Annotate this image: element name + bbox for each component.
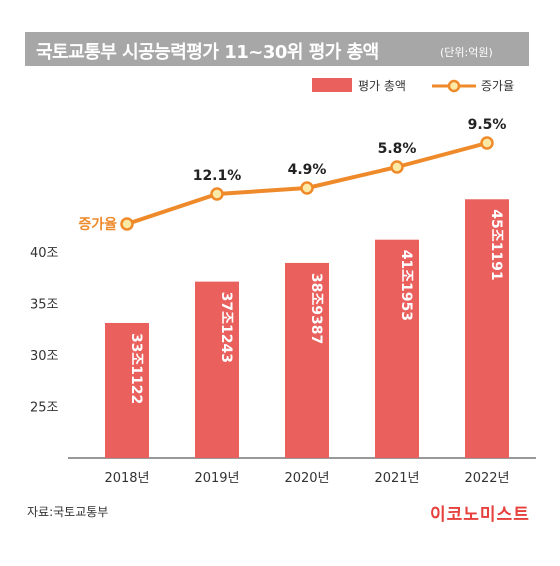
x-tick-label: 2022년 (464, 471, 509, 486)
growth-series-label: 증가율 (78, 216, 117, 233)
growth-marker (210, 187, 224, 201)
bar (465, 199, 509, 459)
y-tick-label: 25조 (30, 401, 59, 416)
legend-bar-label: 평가 총액 (358, 79, 406, 93)
growth-marker (300, 181, 314, 195)
y-tick-label: 35조 (30, 298, 59, 313)
bar-value-label: 37조1243 (218, 292, 234, 363)
legend-line-label: 증가율 (481, 79, 515, 93)
growth-rate-label: 12.1% (193, 168, 242, 184)
brand-logo: 이코노미스트 (430, 505, 530, 525)
title-bar (25, 32, 529, 66)
growth-rate-label: 5.8% (378, 141, 417, 157)
x-tick-label: 2021년 (374, 471, 419, 486)
bar-value-label: 41조1953 (398, 250, 414, 321)
bar-value-label: 33조1122 (128, 333, 144, 404)
legend-line-swatch (432, 79, 476, 93)
growth-marker (390, 160, 404, 174)
bar (195, 281, 239, 458)
x-tick-label: 2020년 (284, 471, 329, 486)
x-tick-label: 2019년 (194, 471, 239, 486)
growth-rate-label: 4.9% (288, 162, 327, 178)
chart-title: 국토교통부 시공능력평가 11~30위 평가 총액 (36, 42, 379, 63)
bar (105, 322, 149, 458)
x-tick-label: 2018년 (104, 471, 149, 486)
bar (285, 262, 329, 458)
growth-marker (120, 217, 134, 231)
y-tick-label: 40조 (30, 246, 59, 261)
y-tick-label: 30조 (30, 349, 59, 364)
bar-value-label: 45조1191 (488, 209, 504, 280)
growth-rate-label: 9.5% (468, 117, 507, 133)
bar-value-label: 38조9387 (308, 273, 324, 344)
bar (375, 239, 419, 458)
source-note: 자료:국토교통부 (27, 505, 109, 519)
unit-label: (단위:억원) (440, 46, 493, 59)
growth-marker (480, 136, 494, 150)
legend-bar-swatch (312, 78, 352, 92)
